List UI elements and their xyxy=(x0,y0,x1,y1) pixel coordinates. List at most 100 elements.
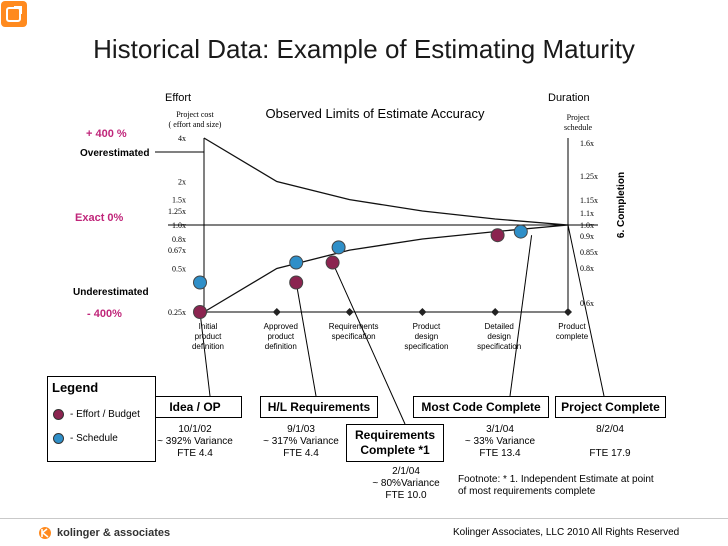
right-tick-label: 1.15x xyxy=(580,196,598,205)
idea-op-box: Idea / OP xyxy=(148,396,242,418)
right-axis-title: Duration xyxy=(548,92,590,104)
legend-effort-label: - Effort / Budget xyxy=(70,409,140,420)
milestone-label: design xyxy=(415,332,439,341)
most-code-complete-box: Most Code Complete xyxy=(413,396,549,418)
milestone-label: specification xyxy=(404,342,448,351)
effort-dot-icon xyxy=(53,409,64,420)
milestone-marker xyxy=(272,308,281,316)
project-complete-fte: FTE 17.9 xyxy=(589,448,631,459)
milestone-label: Product xyxy=(558,322,586,331)
milestone-label: product xyxy=(195,332,222,341)
req-variance: ~ 80%Variance xyxy=(372,478,440,489)
milestone-label: definition xyxy=(265,342,297,351)
schedule-point xyxy=(193,275,207,290)
right-tick-label: 1.0x xyxy=(580,221,594,230)
hl-variance: ~ 317% Variance xyxy=(263,436,339,447)
connector-line xyxy=(567,224,605,397)
milestone-marker xyxy=(564,308,572,316)
milestone-label: Detailed xyxy=(485,322,514,331)
right-tick-label: 1.1x xyxy=(580,209,594,218)
footnote-line-2: of most requirements complete xyxy=(458,486,596,497)
left-tick-label: 1.5x xyxy=(172,196,186,205)
most-code-date: 3/1/04 xyxy=(486,424,514,435)
label-underestimated: Underestimated xyxy=(73,287,149,298)
brand: kolinger & associates xyxy=(38,526,170,540)
milestone-label: Approved xyxy=(264,322,298,331)
left-tick-label: 0.25x xyxy=(168,308,186,317)
requirements-complete-box: Requirements Complete *1 xyxy=(346,424,444,462)
req-fte: FTE 10.0 xyxy=(385,490,427,501)
copyright: Kolinger Associates, LLC 2010 All Rights… xyxy=(453,527,680,538)
footnote-line-1: Footnote: * 1. Independent Estimate at p… xyxy=(458,474,654,485)
milestone-label: definition xyxy=(192,342,224,351)
idea-date: 10/1/02 xyxy=(178,424,212,435)
idea-variance: ~ 392% Variance xyxy=(157,436,233,447)
left-tick-label: 1.0x xyxy=(172,221,186,230)
brand-logo-icon xyxy=(39,527,51,539)
milestone-label: Initial xyxy=(199,322,218,331)
right-tick-label: 1.25x xyxy=(580,172,598,181)
label-minus-400: - 400% xyxy=(87,308,122,320)
schedule-point xyxy=(513,224,528,239)
label-exact: Exact 0% xyxy=(75,212,124,224)
schedule-point xyxy=(331,240,346,255)
connector-line xyxy=(199,311,211,397)
milestone-label: Product xyxy=(413,322,441,331)
milestone-marker xyxy=(491,308,500,316)
milestone-label: product xyxy=(267,332,294,341)
legend-schedule-label: - Schedule xyxy=(70,433,118,444)
legend-effort-row: - Effort / Budget xyxy=(53,409,140,420)
idea-info: 10/1/02 ~ 392% Variance FTE 4.4 xyxy=(148,424,242,460)
project-complete-info: 8/2/04 FTE 17.9 xyxy=(560,424,660,460)
chart-title: Observed Limits of Estimate Accuracy xyxy=(266,106,485,121)
effort-point xyxy=(490,228,505,243)
label-overestimated: Overestimated xyxy=(80,148,149,159)
project-complete-box: Project Complete xyxy=(555,396,666,418)
connector-line xyxy=(295,282,317,397)
left-tick-label: 2x xyxy=(178,178,186,187)
lower-bound-line xyxy=(203,224,569,313)
hl-requirements-box: H/L Requirements xyxy=(260,396,378,418)
project-complete-variance xyxy=(560,436,660,448)
left-tick-label: 0.8x xyxy=(172,235,186,244)
right-tick-label: 0.85x xyxy=(580,248,598,257)
legend-schedule-row: - Schedule xyxy=(53,433,118,444)
left-tick-label: 0.5x xyxy=(172,265,186,274)
legend: Legend - Effort / Budget - Schedule xyxy=(47,376,156,462)
right-axis-subtitle-1: Project xyxy=(567,113,590,122)
most-code-info: 3/1/04 ~ 33% Variance FTE 13.4 xyxy=(452,424,548,460)
requirements-complete-info: 2/1/04 ~ 80%Variance FTE 10.0 xyxy=(358,466,454,502)
connector-line xyxy=(332,262,406,425)
slide-title: Historical Data: Example of Estimating M… xyxy=(93,34,635,64)
milestone-label: specification xyxy=(477,342,521,351)
right-axis-subtitle-2: schedule xyxy=(564,123,592,132)
project-complete-date: 8/2/04 xyxy=(596,424,624,435)
schedule-point xyxy=(289,255,304,270)
requirements-complete-line-1: Requirements xyxy=(354,428,436,442)
label-plus-400: + 400 % xyxy=(86,128,127,140)
upper-bound-line xyxy=(203,137,569,226)
logo-icon xyxy=(6,6,22,22)
milestone-label: design xyxy=(487,332,511,341)
req-date: 2/1/04 xyxy=(392,466,420,477)
requirements-complete-line-2: Complete *1 xyxy=(360,443,430,457)
effort-point xyxy=(193,305,207,319)
hl-date: 9/1/03 xyxy=(287,424,315,435)
side-label-completion: 6. Completion xyxy=(616,172,627,238)
milestone-label: Requirements xyxy=(329,322,379,331)
left-tick-label: 1.25x xyxy=(168,207,186,216)
brand-name: kolinger & associates xyxy=(57,527,171,539)
left-axis-title: Effort xyxy=(165,92,191,104)
most-code-variance: ~ 33% Variance xyxy=(464,436,536,447)
hl-requirements-info: 9/1/03 ~ 317% Variance FTE 4.4 xyxy=(254,424,348,460)
legend-title: Legend xyxy=(52,380,99,395)
schedule-dot-icon xyxy=(53,433,64,444)
left-axis-subtitle-2: ( effort and size) xyxy=(169,120,222,129)
milestone-label: specification xyxy=(332,332,376,341)
most-code-fte: FTE 13.4 xyxy=(479,448,521,459)
right-tick-label: 0.9x xyxy=(580,232,594,241)
effort-point xyxy=(289,275,304,290)
left-tick-label: 0.67x xyxy=(168,246,186,255)
logo xyxy=(1,1,27,27)
